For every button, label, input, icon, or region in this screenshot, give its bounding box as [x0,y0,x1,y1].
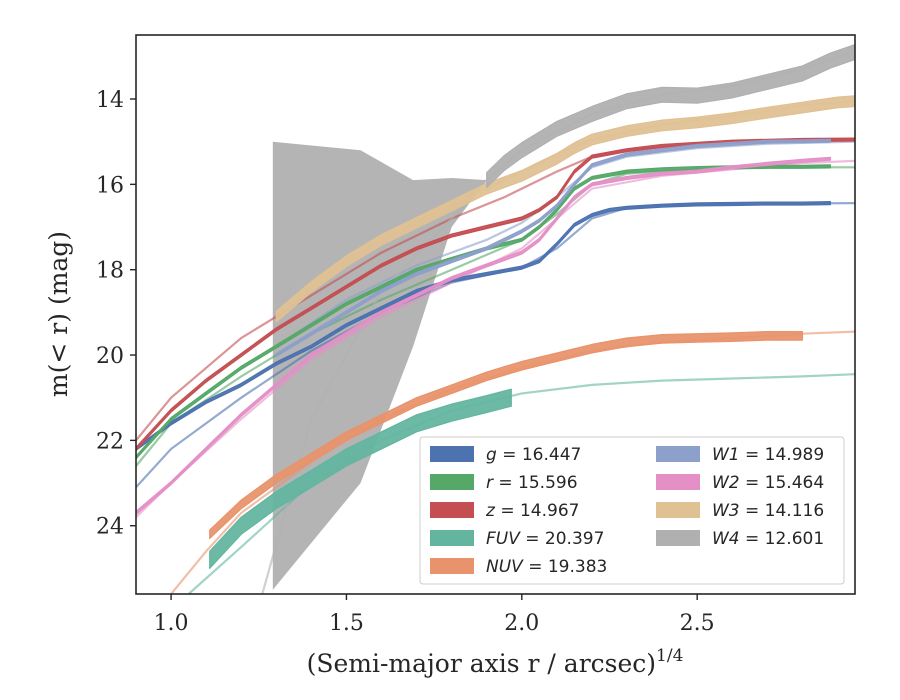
x-tick-label: 1.5 [329,611,364,636]
legend-label-w4: W4 = 12.601 [712,529,824,549]
y-tick-label: 24 [96,515,124,540]
legend-swatch-w4 [656,530,700,546]
series-z-band [136,137,855,451]
series-w4-band [486,44,855,189]
legend-swatch-fuv [430,530,474,546]
legend-swatch-w1 [656,446,700,462]
legend-swatch-nuv [430,558,474,574]
legend-swatch-w3 [656,502,700,518]
legend-swatch-w2 [656,474,700,490]
x-tick-label: 2.0 [504,611,539,636]
legend-label-fuv: FUV = 20.397 [486,529,604,549]
legend-swatch-z [430,502,474,518]
y-tick-label: 16 [96,173,124,198]
legend: g = 16.447 r = 15.596 z = 14.967 FUV = 20.3… [419,436,845,585]
series-w2-band [136,156,831,515]
series-g-band [136,201,831,451]
legend-label-g: g = 16.447 [486,445,581,465]
y-tick-label: 20 [96,344,124,369]
legend-label-nuv: NUV = 19.383 [486,557,607,577]
legend-swatch-g [430,446,474,462]
y-axis: 14 16 18 20 22 24 [96,88,136,540]
plot-area [136,44,855,594]
x-axis: 1.0 1.5 2.0 2.5 [154,594,715,636]
series-fuv-band [209,388,512,569]
plot-frame [135,34,856,595]
y-tick-label: 22 [96,429,124,454]
legend-label-z: z = 14.967 [485,501,579,521]
y-tick-label: 14 [96,88,124,113]
legend-label-w2: W2 = 15.464 [712,473,824,493]
series-w1-band [275,138,831,358]
x-tick-label: 2.5 [680,611,715,636]
y-tick-label: 18 [96,259,124,284]
series-w3-band [275,95,855,323]
legend-swatch-r [430,474,474,490]
x-tick-label: 1.0 [154,611,189,636]
x-axis-label: (Semi-major axis r / arcsec)1/4 [307,646,684,678]
series-r-band [136,164,831,460]
legend-label-w3: W3 = 14.116 [712,501,824,521]
y-axis-label: m(< r) (mag) [44,231,73,397]
legend-box [419,436,845,585]
legend-label-r: r = 15.596 [486,473,578,493]
series-r-model-line [136,166,855,467]
series-nuv-band [209,331,803,540]
legend-label-w1: W1 = 14.989 [712,445,824,465]
